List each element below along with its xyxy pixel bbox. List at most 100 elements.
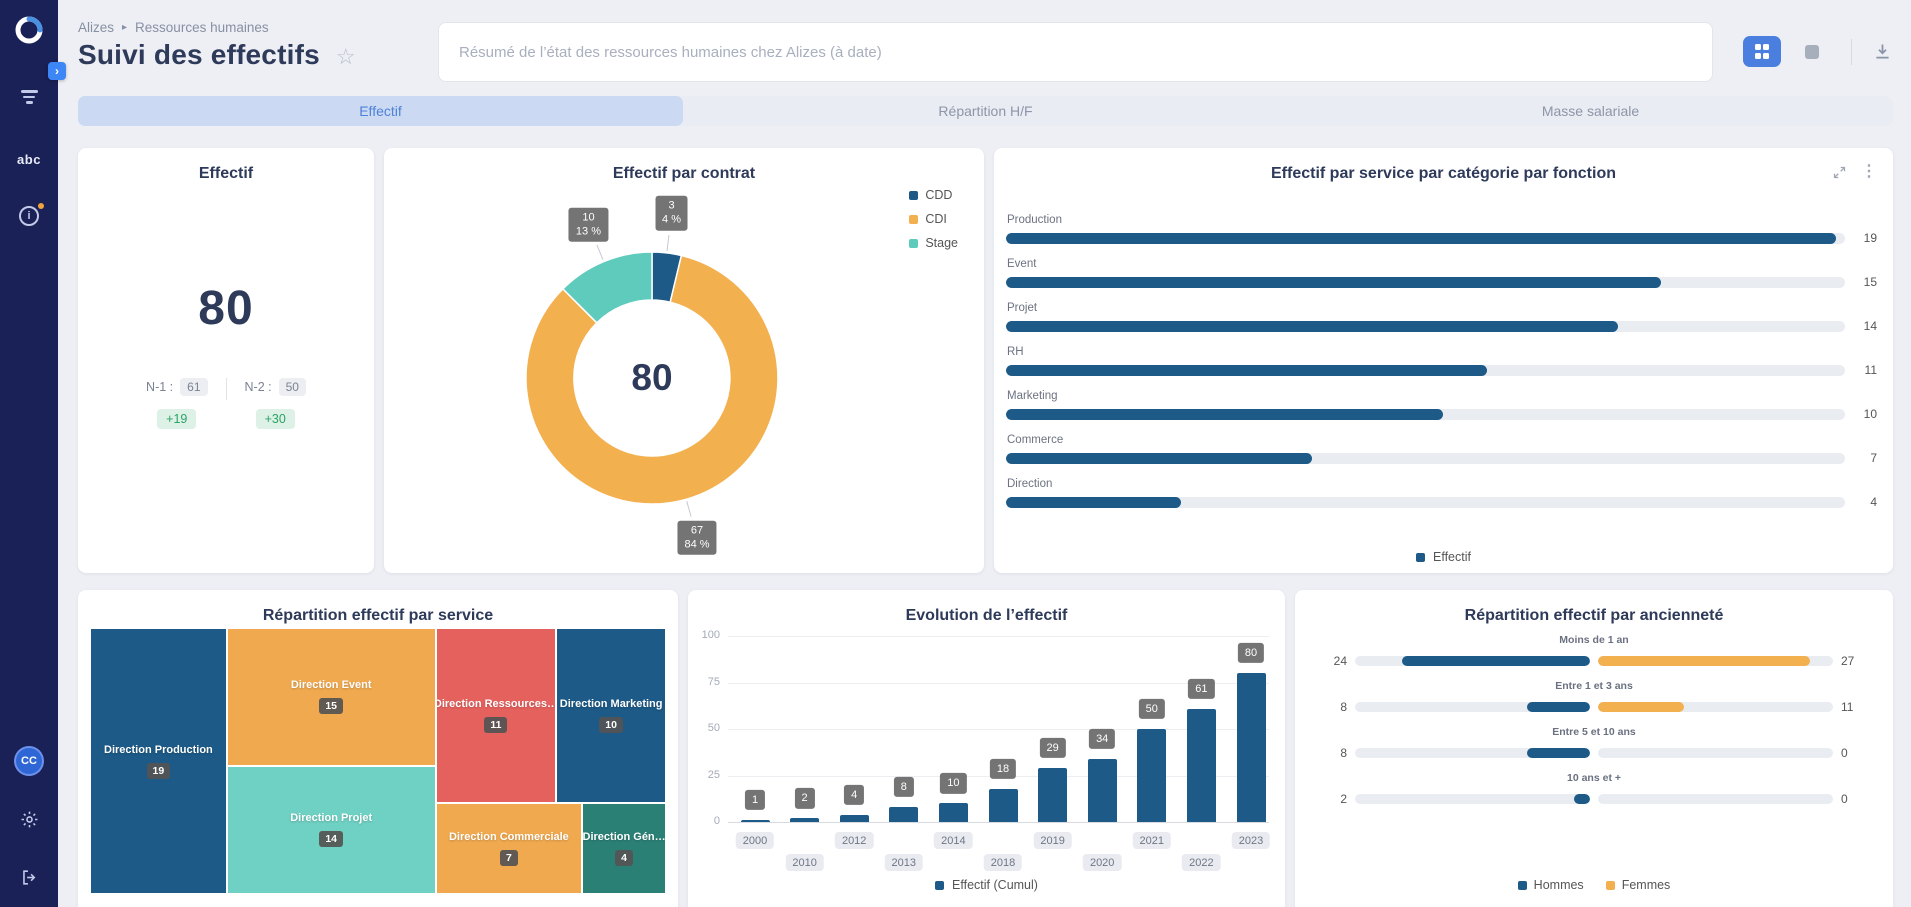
app-logo-icon[interactable] xyxy=(13,14,45,46)
single-view-button[interactable] xyxy=(1793,36,1831,67)
treemap-chart: Direction Production 19 Direction Event 15 D… xyxy=(90,628,666,894)
bar-value-label: 50 xyxy=(1138,698,1165,720)
hommes-value: 8 xyxy=(1340,700,1347,714)
bar-femmes-entre-1-et-3-ans[interactable] xyxy=(1598,702,1685,712)
legend-effectif-cumul[interactable]: Effectif (Cumul) xyxy=(688,878,1285,892)
filter-icon[interactable] xyxy=(0,90,58,104)
bar-2012[interactable] xyxy=(839,814,869,822)
settings-gear-icon[interactable] xyxy=(0,810,58,829)
slice-label-stage: 10 13 % xyxy=(568,207,609,242)
treemap-tile-direction-marketing[interactable]: Direction Marketing 10 xyxy=(556,628,666,803)
kpi-n1-delta: +19 xyxy=(157,409,197,429)
treemap-tile-direction-gen[interactable]: Direction Gén… 4 xyxy=(582,802,666,894)
x-axis-label-2022: 2022 xyxy=(1182,854,1221,871)
bar-2010[interactable] xyxy=(790,818,820,822)
hommes-value: 2 xyxy=(1340,792,1347,806)
bar-direction[interactable] xyxy=(1006,496,1181,508)
treemap-tile-direction-ressources[interactable]: Direction Ressources… 11 xyxy=(435,628,557,803)
dashboard-row-1: Effectif 80 N-1 : 61 +19 N-2 : 50 +30 xyxy=(78,148,1893,573)
kebab-menu-icon[interactable]: ⋮ xyxy=(1861,163,1877,180)
service-treemap-card: Répartition effectif par service Directi… xyxy=(78,590,678,907)
treemap-tile-direction-commerciale[interactable]: Direction Commerciale 7 xyxy=(435,802,583,894)
femmes-value: 0 xyxy=(1841,746,1848,760)
tab-repartition-h-f[interactable]: Répartition H/F xyxy=(938,103,1033,119)
kpi-card: Effectif 80 N-1 : 61 +19 N-2 : 50 +30 xyxy=(78,148,374,573)
legend-label: Effectif (Cumul) xyxy=(952,878,1038,892)
bar-value-label: 18 xyxy=(989,758,1017,779)
treemap-tile-direction-event[interactable]: Direction Event 15 xyxy=(226,628,436,766)
tab-masse-salariale[interactable]: Masse salariale xyxy=(1541,103,1640,119)
tile-label: Direction Gén… xyxy=(582,830,666,843)
bar-production[interactable] xyxy=(1006,232,1837,244)
donut-chart: 3 4 % 67 84 % 10 13 % 80 xyxy=(384,148,984,573)
legend-item-cdd[interactable]: CDD xyxy=(909,188,958,202)
service-bar-row-event: Event 15 xyxy=(1006,258,1877,289)
sidebar-expand-badge[interactable]: › xyxy=(48,62,66,80)
bar-2023[interactable] xyxy=(1236,673,1266,822)
grid-view-button[interactable] xyxy=(1743,36,1781,67)
donut-center-value: 80 xyxy=(631,357,673,398)
evolution-chart-card: Evolution de l’effectif 0 25 50 75 100 1 2000 2… xyxy=(688,590,1285,907)
bar-2021[interactable] xyxy=(1137,729,1167,822)
tile-value: 14 xyxy=(319,831,344,848)
main-content: Alizes ▸ Ressources humaines Suivi des e… xyxy=(58,0,1911,907)
tile-value: 19 xyxy=(146,762,171,779)
bar-line: 15 xyxy=(1006,275,1877,289)
logout-icon[interactable] xyxy=(0,868,58,887)
bar-2013[interactable] xyxy=(889,807,919,822)
donut-slice-stage[interactable] xyxy=(561,251,653,324)
bar-marketing[interactable] xyxy=(1006,408,1443,420)
breadcrumb-item-company[interactable]: Alizes xyxy=(78,20,115,35)
user-avatar[interactable]: CC xyxy=(14,746,44,776)
treemap-tile-direction-production[interactable]: Direction Production 19 xyxy=(90,628,227,894)
category-label: Entre 5 et 10 ans xyxy=(1552,726,1636,738)
dashboard-row-2: Répartition effectif par service Directi… xyxy=(78,590,1893,907)
x-axis-label-2023: 2023 xyxy=(1231,832,1271,849)
slice-label-cdi: 67 84 % xyxy=(677,520,717,556)
bar-2014[interactable] xyxy=(938,803,968,822)
tile-label: Direction Production xyxy=(104,743,213,756)
bar-projet[interactable] xyxy=(1006,320,1618,332)
tab-effectif[interactable]: Effectif xyxy=(78,96,683,126)
value-label: 15 xyxy=(1863,275,1877,289)
legend-hommes[interactable]: Hommes xyxy=(1517,878,1584,892)
filter-lines xyxy=(20,90,38,104)
treemap-tile-direction-projet[interactable]: Direction Projet 14 xyxy=(226,765,436,894)
bar-commerce[interactable] xyxy=(1006,452,1312,464)
card-title: Evolution de l’effectif xyxy=(905,607,1068,624)
bar-rh[interactable] xyxy=(1006,364,1487,376)
gridline xyxy=(728,822,1269,823)
breadcrumb-item-section[interactable]: Ressources humaines xyxy=(135,20,269,35)
legend-item-cdi[interactable]: CDI xyxy=(909,212,958,226)
seniority-chart: Moins de 1 an 24 27 Entre 1 et 3 ans 8 11 Entr… xyxy=(1321,634,1867,818)
donut-slice-cdi[interactable] xyxy=(525,254,779,505)
bar-2020[interactable] xyxy=(1087,758,1117,822)
text-labels-icon[interactable]: abc xyxy=(17,152,41,167)
service-bar-row-commerce: Commerce 7 xyxy=(1006,434,1877,465)
bar-event[interactable] xyxy=(1006,276,1662,288)
favorite-star-icon[interactable]: ☆ xyxy=(335,44,356,69)
bar-2019[interactable] xyxy=(1038,768,1068,822)
tile-label: Direction Event xyxy=(290,679,372,692)
bar-value-label: 29 xyxy=(1039,737,1066,759)
breadcrumb: Alizes ▸ Ressources humaines xyxy=(78,20,408,35)
bar-track xyxy=(1006,276,1845,288)
legend-effectif[interactable]: Effectif xyxy=(994,550,1893,564)
download-button[interactable] xyxy=(1872,41,1893,62)
bar-hommes-10-ans-et[interactable] xyxy=(1574,794,1590,804)
bar-femmes-moins-de-1-an[interactable] xyxy=(1598,656,1810,666)
bar-2000[interactable] xyxy=(740,820,770,822)
legend-femmes[interactable]: Femmes xyxy=(1605,878,1670,892)
info-icon[interactable]: i xyxy=(0,203,58,226)
bar-hommes-entre-1-et-3-ans[interactable] xyxy=(1527,702,1590,712)
bar-hommes-entre-5-et-10-ans[interactable] xyxy=(1527,748,1590,758)
bar-2018[interactable] xyxy=(988,788,1018,822)
expand-icon[interactable] xyxy=(1832,165,1847,180)
legend-item-stage[interactable]: Stage xyxy=(909,236,958,250)
tile-label: Direction Commerciale xyxy=(448,830,569,843)
femmes-value: 27 xyxy=(1841,654,1855,668)
bar-hommes-moins-de-1-an[interactable] xyxy=(1402,656,1590,666)
x-axis-label-2013: 2013 xyxy=(884,854,924,871)
bar-2022[interactable] xyxy=(1186,708,1216,822)
summary-input[interactable] xyxy=(438,22,1713,82)
